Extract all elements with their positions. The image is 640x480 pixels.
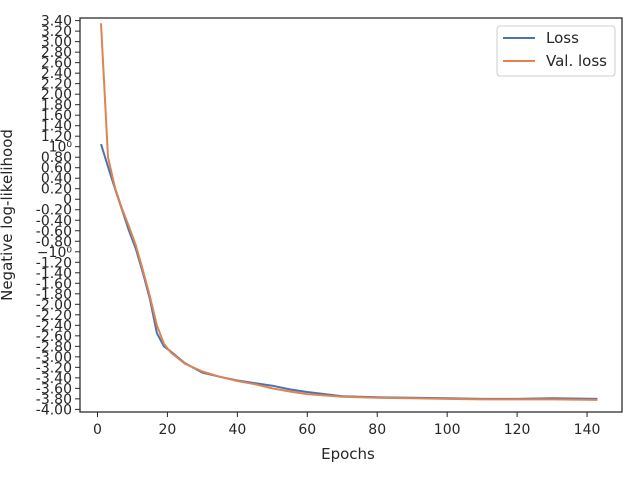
y-axis-label: Negative log-likelihood xyxy=(0,129,16,301)
x-axis-ticks: 0 20 40 60 80 100 120 140 xyxy=(93,412,600,438)
y-tick-label: -2.20 xyxy=(36,308,72,324)
legend: Loss Val. loss xyxy=(496,25,616,77)
y-tick-label: 1.40 xyxy=(41,119,72,135)
y-tick-label: -0.80 xyxy=(36,234,72,250)
y-tick-label: 0 xyxy=(63,192,72,208)
y-tick-label: 10⁰ xyxy=(49,140,73,156)
x-tick-label: 20 xyxy=(159,422,177,438)
y-tick-label: 0.20 xyxy=(41,182,72,198)
x-tick-label: 60 xyxy=(298,422,316,438)
y-tick-label: -1.20 xyxy=(36,255,72,271)
y-tick-label: -3.60 xyxy=(36,381,72,397)
x-tick-label: 100 xyxy=(434,422,461,438)
series-line-val-loss xyxy=(100,23,598,401)
y-tick-label: -0.20 xyxy=(36,203,72,219)
y-tick-label: 3.40 xyxy=(41,14,72,30)
x-tick-label: 0 xyxy=(93,422,102,438)
y-tick-label: 0.40 xyxy=(41,171,72,187)
y-tick-label: -2.80 xyxy=(36,339,72,355)
x-axis-label: Epochs xyxy=(321,445,375,463)
legend-label-val-loss: Val. loss xyxy=(546,52,607,70)
y-tick-label: -0.40 xyxy=(36,213,72,229)
y-tick-label: 0.60 xyxy=(41,161,72,177)
x-tick-label: 40 xyxy=(228,422,246,438)
y-tick-label: 2.20 xyxy=(41,77,72,93)
y-tick-label: 1.80 xyxy=(41,98,72,114)
y-tick-label: -0.60 xyxy=(36,224,72,240)
y-axis-ticks: 3.403.203.002.802.602.402.202.001.801.60… xyxy=(36,14,80,418)
y-tick-label: -2.00 xyxy=(36,297,72,313)
series-line-loss xyxy=(100,143,598,400)
y-tick-label: -4.00 xyxy=(36,402,72,418)
y-tick-label: 3.00 xyxy=(41,35,72,51)
y-tick-label: 2.40 xyxy=(41,66,72,82)
x-tick-label: 80 xyxy=(368,422,386,438)
y-tick-label: 2.60 xyxy=(41,56,72,72)
y-tick-label: -3.80 xyxy=(36,392,72,408)
x-tick-label: 140 xyxy=(574,422,601,438)
y-tick-label: 3.20 xyxy=(41,24,72,40)
y-tick-label: -2.60 xyxy=(36,329,72,345)
y-tick-label: -3.00 xyxy=(36,350,72,366)
y-tick-label: -1.60 xyxy=(36,276,72,292)
x-tick-label: 120 xyxy=(504,422,531,438)
y-tick-label: -1.80 xyxy=(36,287,72,303)
y-tick-label: 1.20 xyxy=(41,129,72,145)
y-tick-label: 2.00 xyxy=(41,87,72,103)
y-tick-label: 2.80 xyxy=(41,45,72,61)
series-lines xyxy=(100,23,598,401)
y-tick-label: −10⁰ xyxy=(37,245,73,261)
legend-label-loss: Loss xyxy=(546,29,579,47)
y-tick-label: 1.60 xyxy=(41,108,72,124)
y-tick-label: -2.40 xyxy=(36,318,72,334)
y-tick-label: 0.80 xyxy=(41,150,72,166)
y-tick-label: -1.40 xyxy=(36,266,72,282)
plot-frame xyxy=(79,17,623,413)
y-tick-label: -3.40 xyxy=(36,371,72,387)
y-tick-label: -3.20 xyxy=(36,360,72,376)
